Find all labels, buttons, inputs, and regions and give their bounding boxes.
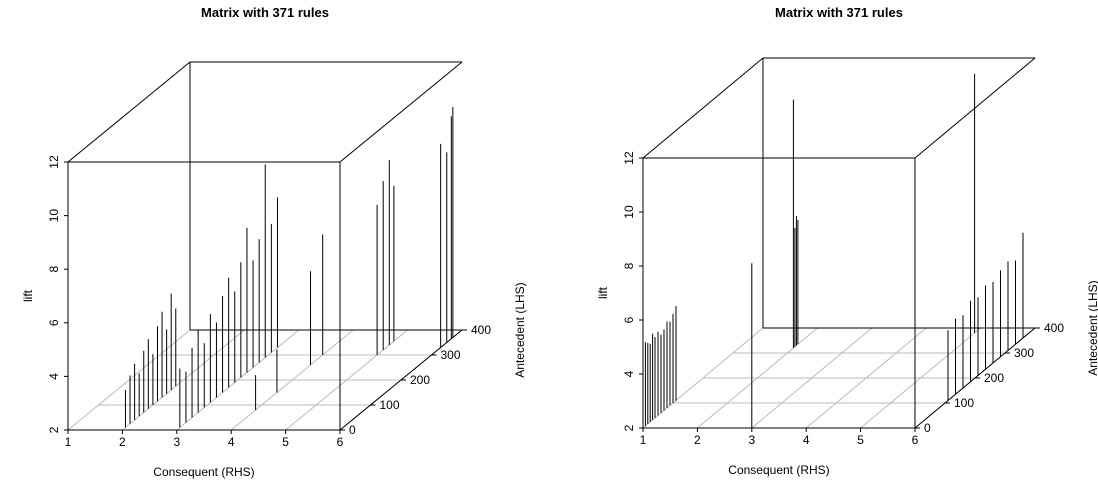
y-tick-label: 400 [471, 323, 491, 337]
y-tick-label: 100 [380, 398, 400, 412]
z-tick-label: 10 [47, 209, 61, 223]
y-tick-label: 0 [924, 421, 931, 435]
box-edge [339, 61, 463, 163]
z-tick-label: 8 [47, 266, 61, 273]
box-edge [67, 61, 191, 163]
z-axis-label: lift [21, 289, 35, 302]
x-tick-label: 4 [228, 435, 235, 449]
x-tick-label: 3 [173, 435, 180, 449]
z-tick-label: 8 [622, 262, 636, 269]
z-tick-label: 4 [47, 373, 61, 380]
x-tick-label: 5 [282, 435, 289, 449]
x-tick-label: 6 [337, 435, 344, 449]
x-tick-label: 2 [694, 433, 701, 447]
box-edge [642, 57, 764, 159]
x-tick-label: 1 [640, 433, 647, 447]
z-tick-label: 12 [622, 151, 636, 165]
x-tick-label: 4 [803, 433, 810, 447]
x-tick-label: 1 [65, 435, 72, 449]
x-axis-label: Consequent (RHS) [153, 465, 254, 479]
y-tick-label: 300 [1014, 346, 1034, 360]
y-tick-label: 200 [410, 373, 430, 387]
z-tick-label: 4 [622, 370, 636, 377]
y-tick-label: 300 [441, 348, 461, 362]
z-tick-label: 6 [622, 316, 636, 323]
y-tick-label: 400 [1044, 321, 1064, 335]
x-axis-label: Consequent (RHS) [728, 463, 829, 477]
x-tick-label: 2 [119, 435, 126, 449]
z-tick-label: 6 [47, 319, 61, 326]
x-tick-label: 3 [748, 433, 755, 447]
x-tick-label: 6 [912, 433, 919, 447]
z-tick-label: 2 [622, 424, 636, 431]
z-tick-label: 2 [47, 426, 61, 433]
y-axis-label: Antecedent (LHS) [1086, 280, 1098, 375]
y-tick-label: 200 [984, 371, 1004, 385]
z-tick-label: 10 [622, 205, 636, 219]
y-tick-label: 0 [349, 423, 356, 437]
x-tick-label: 5 [857, 433, 864, 447]
chart-title: Matrix with 371 rules [775, 5, 903, 20]
y-tick-label: 100 [954, 396, 974, 410]
y-axis-label: Antecedent (LHS) [513, 282, 527, 377]
z-tick-label: 12 [47, 155, 61, 169]
chart-title: Matrix with 371 rules [201, 5, 329, 20]
z-axis-label: lift [596, 286, 610, 299]
